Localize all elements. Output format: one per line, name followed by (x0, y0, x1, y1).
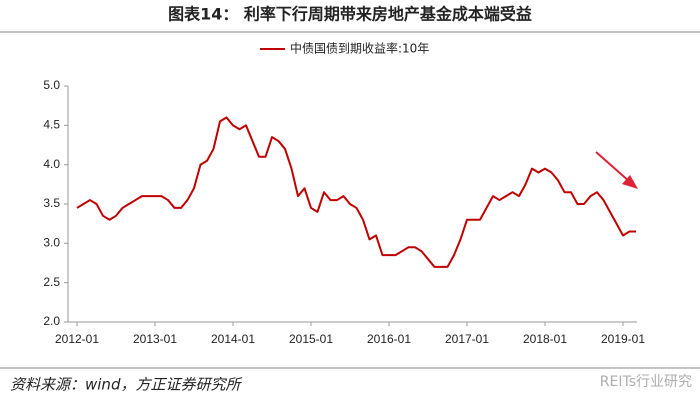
y-tick-label: 5.0 (43, 78, 60, 92)
y-tick-label: 4.5 (43, 118, 60, 132)
y-tick-label: 4.0 (43, 157, 60, 171)
source-note: 资料来源：wind，方正证券研究所 (10, 376, 242, 394)
legend-label: 中债国债到期收益率:10年 (290, 41, 429, 56)
x-tick-label: 2019-01 (601, 332, 645, 346)
trend-arrow (595, 151, 631, 183)
series-line (76, 116, 636, 268)
trend-arrowhead (622, 175, 638, 189)
watermark: REITs行业研究 (600, 374, 692, 390)
x-tick-label: 2013-01 (133, 332, 177, 346)
x-tick-label: 2017-01 (445, 332, 489, 346)
chart-title: 图表14： 利率下行周期带来房地产基金成本端受益 (168, 5, 532, 24)
y-tick-label: 2.5 (43, 275, 60, 289)
x-tick-label: 2012-01 (55, 332, 99, 346)
y-tick-label: 2.0 (43, 314, 60, 328)
x-tick-label: 2016-01 (367, 332, 411, 346)
y-tick-label: 3.0 (43, 236, 60, 250)
x-tick-label: 2015-01 (289, 332, 333, 346)
x-tick-label: 2014-01 (211, 332, 255, 346)
x-tick-label: 2018-01 (523, 332, 567, 346)
y-tick-label: 3.5 (43, 196, 60, 210)
